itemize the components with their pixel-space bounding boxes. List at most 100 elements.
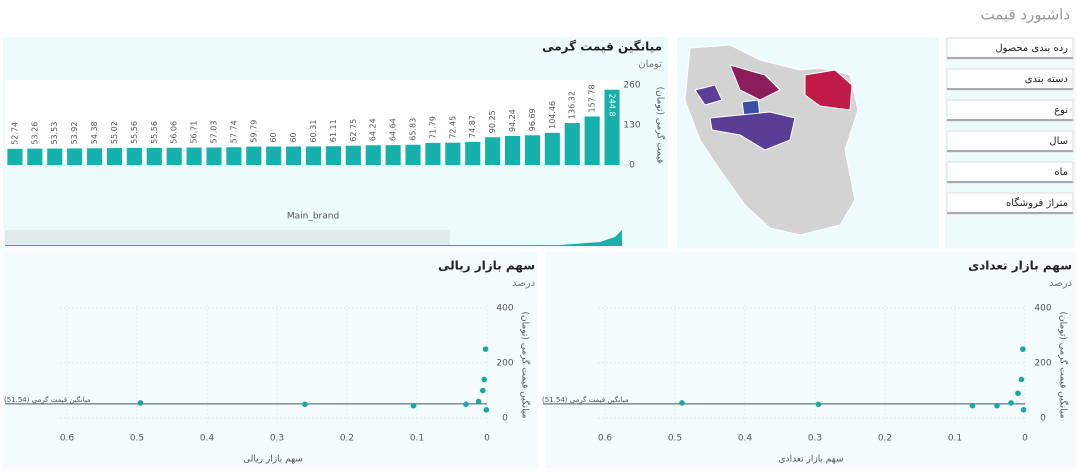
chart-subtitle: تومان bbox=[638, 59, 662, 70]
data-label: 96.69 bbox=[528, 108, 537, 131]
bar bbox=[67, 148, 83, 165]
y-tick-label: 400 bbox=[496, 303, 513, 313]
point bbox=[1020, 407, 1027, 413]
point bbox=[1018, 376, 1025, 383]
x-tick-label: 0 bbox=[484, 434, 490, 444]
point bbox=[679, 400, 685, 406]
x-tick-label: 0 bbox=[1022, 434, 1028, 444]
data-label: 64.24 bbox=[369, 118, 378, 141]
bar bbox=[365, 145, 381, 165]
bar bbox=[345, 145, 361, 165]
data-label: 60 bbox=[269, 132, 278, 142]
data-label: 65.83 bbox=[409, 118, 418, 141]
bar bbox=[584, 116, 600, 165]
data-label: 56.06 bbox=[170, 121, 179, 144]
filter-label: دسته بندی bbox=[1025, 74, 1068, 85]
filter-label: ماه bbox=[1054, 167, 1068, 178]
data-label: 57.74 bbox=[229, 120, 238, 143]
data-label: 136.32 bbox=[568, 91, 577, 119]
data-label: 71.79 bbox=[428, 116, 437, 139]
x-tick-label: 0.1 bbox=[410, 434, 424, 444]
data-label: 53.53 bbox=[50, 122, 59, 145]
bar bbox=[186, 147, 202, 165]
chart-title: میانگین قیمت گرمی bbox=[542, 40, 662, 54]
data-label: 53.26 bbox=[30, 122, 39, 145]
button-bar bbox=[947, 57, 1073, 59]
point bbox=[1008, 400, 1014, 406]
y-axis-label: قیمت گرمی (تومان) bbox=[655, 87, 667, 164]
filter-label: نوع bbox=[1054, 105, 1068, 116]
point bbox=[481, 376, 488, 383]
bar bbox=[126, 147, 142, 165]
filter-button[interactable]: رده بندی محصول bbox=[946, 37, 1074, 60]
bar bbox=[544, 132, 560, 165]
bar bbox=[564, 123, 580, 165]
y-tick-label: 0 bbox=[629, 161, 635, 171]
filter-label: رده بندی محصول bbox=[995, 43, 1068, 54]
x-tick-label: 0.3 bbox=[808, 434, 822, 444]
y-axis-label: میانگین قیمت گرمی (تومان) bbox=[1058, 312, 1070, 419]
filter-button[interactable]: متراژ فروشگاه bbox=[946, 192, 1074, 215]
filter-label: متراژ فروشگاه bbox=[1006, 197, 1068, 209]
point bbox=[994, 402, 1000, 409]
point bbox=[475, 398, 482, 405]
point bbox=[483, 407, 490, 413]
point bbox=[482, 346, 489, 352]
data-label: 90.25 bbox=[488, 110, 497, 133]
x-tick-label: 0.3 bbox=[270, 434, 284, 444]
point bbox=[815, 401, 822, 408]
bar bbox=[206, 147, 222, 165]
reference-label: میانگین قیمت گرمی (51.54) bbox=[542, 395, 629, 404]
bar bbox=[604, 89, 620, 165]
bar bbox=[146, 147, 162, 165]
filter-button[interactable]: سال bbox=[946, 130, 1074, 153]
bar bbox=[27, 148, 43, 165]
data-label: 55.02 bbox=[110, 121, 119, 144]
data-label: 57.03 bbox=[209, 121, 218, 144]
data-label: 61.11 bbox=[329, 119, 338, 142]
data-label: 64.64 bbox=[389, 118, 398, 141]
point bbox=[137, 400, 144, 406]
x-axis-label: Main_brand bbox=[287, 212, 339, 222]
x-tick-label: 0.2 bbox=[340, 434, 354, 444]
y-tick-label: 200 bbox=[1034, 358, 1051, 368]
data-label: 60.31 bbox=[309, 120, 318, 143]
point bbox=[1015, 390, 1021, 397]
data-label: 60 bbox=[289, 132, 298, 142]
y-tick-label: 130 bbox=[623, 121, 640, 131]
data-label: 59.79 bbox=[249, 120, 258, 143]
x-tick-label: 0.6 bbox=[598, 434, 613, 444]
bar bbox=[465, 141, 481, 165]
filter-button[interactable]: ماه bbox=[946, 161, 1074, 184]
data-label: 74.87 bbox=[468, 115, 477, 138]
filter-button[interactable]: دسته بندی bbox=[946, 68, 1074, 91]
bar bbox=[524, 135, 540, 165]
y-tick-label: 400 bbox=[1034, 303, 1051, 313]
data-label: 53.92 bbox=[70, 122, 79, 145]
bar bbox=[7, 148, 23, 165]
bar bbox=[226, 147, 242, 165]
x-tick-label: 0.2 bbox=[878, 434, 892, 444]
data-label: 56.71 bbox=[190, 121, 199, 144]
x-tick-label: 0.6 bbox=[60, 434, 75, 444]
point bbox=[969, 402, 976, 409]
bar bbox=[445, 142, 461, 165]
bar bbox=[286, 146, 302, 165]
data-label: 94.24 bbox=[508, 109, 517, 132]
data-label: 244.8 bbox=[608, 94, 617, 117]
data-label: 54.38 bbox=[90, 121, 99, 144]
button-bar bbox=[947, 181, 1073, 183]
bar bbox=[166, 147, 182, 165]
point bbox=[410, 402, 417, 409]
y-tick-label: 260 bbox=[623, 81, 640, 91]
chart-subtitle: درصد bbox=[512, 278, 535, 289]
bar bbox=[405, 144, 421, 165]
x-tick-label: 0.5 bbox=[668, 434, 682, 444]
data-label: 55.56 bbox=[130, 121, 139, 144]
filter-label: سال bbox=[1049, 136, 1068, 147]
chart-title: سهم بازار ریالی bbox=[438, 259, 535, 273]
data-label: 72.45 bbox=[448, 116, 457, 139]
filter-button[interactable]: نوع bbox=[946, 99, 1074, 122]
x-tick-label: 0.5 bbox=[130, 434, 144, 444]
